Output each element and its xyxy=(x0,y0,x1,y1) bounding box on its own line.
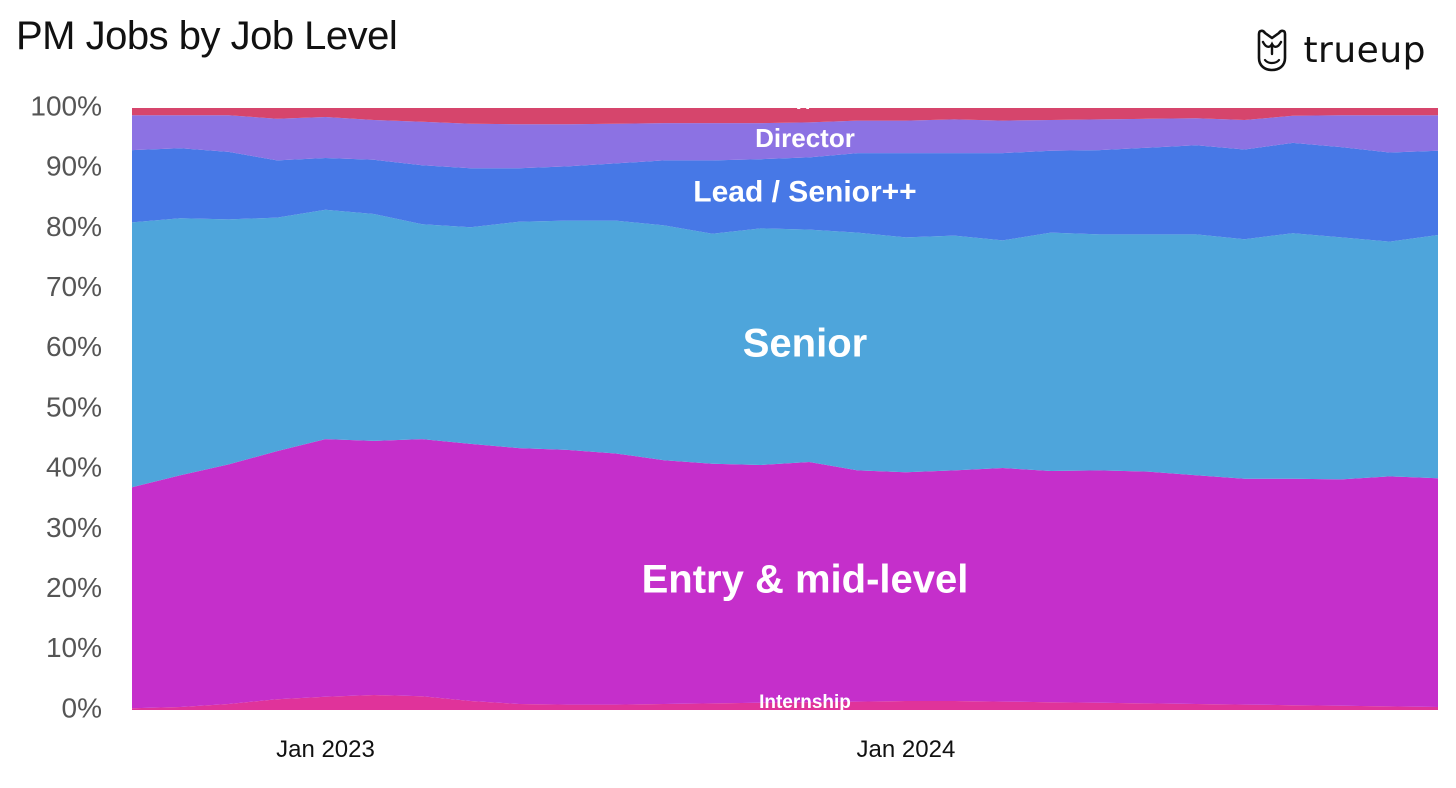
y-tick-label: 30% xyxy=(46,512,102,543)
y-tick-label: 100% xyxy=(30,90,102,121)
y-tick-label: 70% xyxy=(46,271,102,302)
area-vp xyxy=(132,108,1438,125)
series-label: Entry & mid-level xyxy=(642,558,969,602)
y-tick-label: 40% xyxy=(46,452,102,483)
owl-icon xyxy=(1258,29,1287,72)
area-lead-senior xyxy=(132,142,1438,242)
y-tick-label: 90% xyxy=(46,151,102,182)
x-tick-label: Jan 2024 xyxy=(857,736,956,763)
series-label: Internship xyxy=(759,692,851,713)
y-tick-label: 80% xyxy=(46,211,102,242)
y-axis: 0% 10% 20% 30% 40% 50% 60% 70% 80% 90% 100% xyxy=(30,90,102,723)
y-tick-label: 50% xyxy=(46,391,102,422)
y-tick-label: 20% xyxy=(46,572,102,603)
series-label: Lead / Senior++ xyxy=(693,175,916,208)
brand-name: trueup xyxy=(1303,29,1426,71)
x-tick-label: Jan 2023 xyxy=(276,736,375,763)
y-tick-label: 0% xyxy=(62,692,102,723)
area-entry-mid-level xyxy=(132,439,1438,709)
series-label: VP xyxy=(792,93,818,114)
y-tick-label: 60% xyxy=(46,331,102,362)
chart-areas xyxy=(132,108,1438,710)
x-axis: Jan 2023 Jan 2024 xyxy=(276,736,955,763)
area-director xyxy=(132,115,1438,169)
series-labels: Internship Entry & mid-level Senior Lead / … xyxy=(642,93,969,713)
series-label: Director xyxy=(755,123,855,153)
series-label: Senior xyxy=(743,321,867,365)
chart-title: PM Jobs by Job Level xyxy=(16,14,398,58)
y-tick-label: 10% xyxy=(46,632,102,663)
brand-logo: trueup xyxy=(1255,28,1426,72)
area-senior xyxy=(132,209,1438,488)
